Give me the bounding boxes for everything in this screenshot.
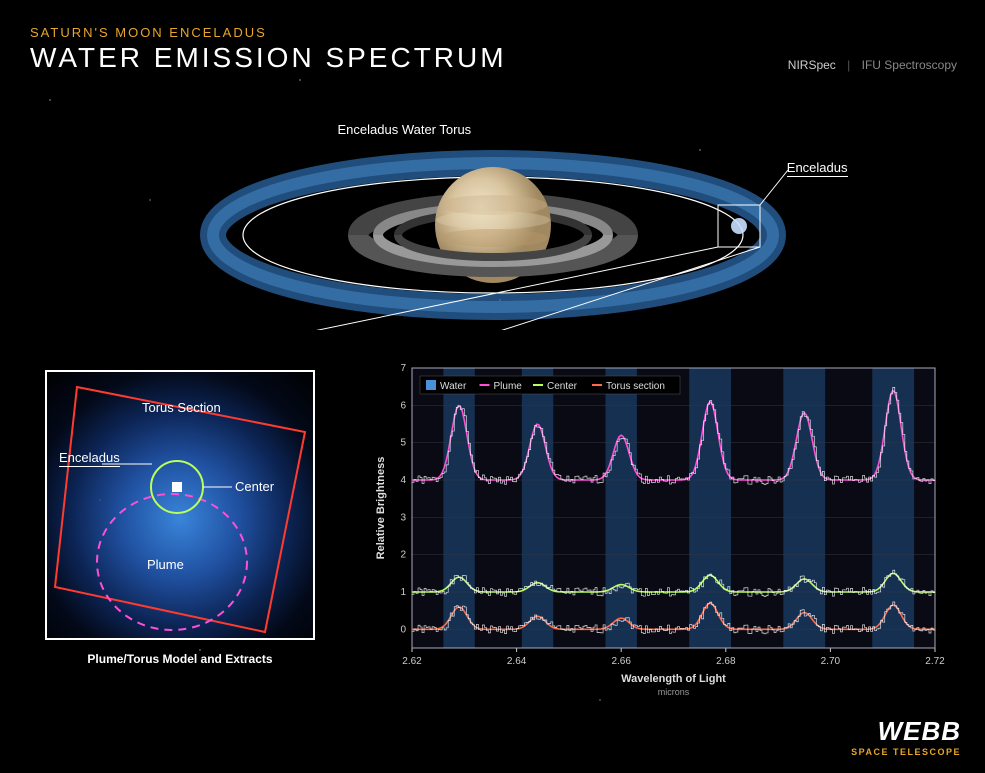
torus-section-label: Torus Section <box>142 400 221 415</box>
logo-main: WEBB <box>851 716 961 747</box>
svg-text:2.62: 2.62 <box>402 656 422 667</box>
logo-sub: SPACE TELESCOPE <box>851 747 961 757</box>
center-label: Center <box>235 479 274 494</box>
svg-text:2: 2 <box>400 550 406 561</box>
svg-text:2.64: 2.64 <box>507 656 527 667</box>
webb-logo: WEBB SPACE TELESCOPE <box>851 716 961 757</box>
spectrum-chart: 0 1 2 3 4 5 6 7 2.62 2.64 2.66 2.68 2.70 2.72 Waveleng… <box>370 360 945 700</box>
model-panel: Torus Section Enceladus Center Plume <box>45 370 315 640</box>
svg-text:Relative Brightness: Relative Brightness <box>375 457 387 560</box>
saturn-svg <box>193 120 793 330</box>
svg-text:2.68: 2.68 <box>716 656 736 667</box>
enceladus-callout-label: Enceladus <box>787 160 848 177</box>
model-caption: Plume/Torus Model and Extracts <box>45 652 315 666</box>
instrument-mode: IFU Spectroscopy <box>862 58 957 72</box>
instrument-label: NIRSpec | IFU Spectroscopy <box>788 58 957 72</box>
subtitle: SATURN'S MOON ENCELADUS <box>30 25 507 40</box>
saturn-diagram: Enceladus Water Torus Enceladus <box>193 120 793 320</box>
svg-text:3: 3 <box>400 512 406 523</box>
instrument-name: NIRSpec <box>788 58 836 72</box>
svg-text:0: 0 <box>400 624 406 635</box>
svg-text:microns: microns <box>658 687 690 697</box>
svg-text:6: 6 <box>400 400 406 411</box>
svg-text:4: 4 <box>400 475 406 486</box>
header: SATURN'S MOON ENCELADUS WATER EMISSION S… <box>30 25 507 74</box>
svg-text:2.66: 2.66 <box>611 656 631 667</box>
svg-text:1: 1 <box>400 587 406 598</box>
svg-text:2.70: 2.70 <box>821 656 841 667</box>
spectrum-svg: 0 1 2 3 4 5 6 7 2.62 2.64 2.66 2.68 2.70 2.72 Waveleng… <box>370 360 945 700</box>
separator: | <box>847 58 850 72</box>
svg-text:Plume: Plume <box>494 381 523 392</box>
svg-text:Wavelength of Light: Wavelength of Light <box>621 673 726 685</box>
svg-text:Center: Center <box>547 381 578 392</box>
main-title: WATER EMISSION SPECTRUM <box>30 42 507 74</box>
svg-text:2.72: 2.72 <box>925 656 945 667</box>
svg-text:7: 7 <box>400 363 406 374</box>
svg-text:Torus section: Torus section <box>606 381 665 392</box>
plume-label: Plume <box>147 557 184 572</box>
svg-text:Water: Water <box>440 381 467 392</box>
torus-label: Enceladus Water Torus <box>338 122 472 137</box>
model-enceladus-label: Enceladus <box>59 450 120 467</box>
svg-text:5: 5 <box>400 438 406 449</box>
